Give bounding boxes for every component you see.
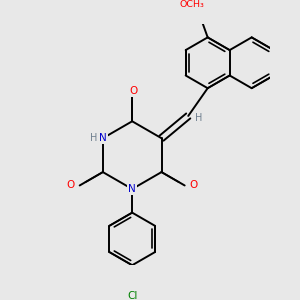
Text: N: N <box>99 133 107 143</box>
Text: OCH₃: OCH₃ <box>179 0 204 9</box>
Text: H: H <box>90 133 98 143</box>
Text: Cl: Cl <box>127 290 137 300</box>
Text: O: O <box>190 181 198 190</box>
Text: O: O <box>67 181 75 190</box>
Text: H: H <box>195 113 203 123</box>
Text: O: O <box>130 86 138 96</box>
Text: N: N <box>128 184 136 194</box>
